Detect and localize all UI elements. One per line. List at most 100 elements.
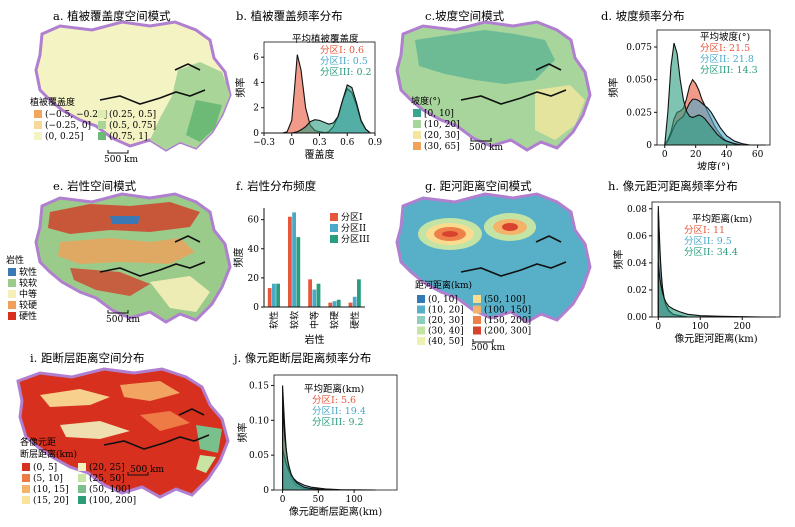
annotation-title: 平均植被覆盖度 — [292, 33, 359, 45]
y-tick-label: 0 — [253, 303, 259, 313]
y-tick-label: 0 — [646, 141, 652, 151]
legend-label: (5, 10] — [33, 473, 63, 484]
x-tick-label: 较硬 — [329, 311, 341, 329]
mean-label: 分区II: 0.5 — [320, 56, 368, 67]
map-a-southeast-region — [186, 100, 222, 142]
chart-title: b. 植被覆盖频率分布 — [236, 9, 343, 23]
bar-3 — [336, 299, 341, 307]
legend-label: 较软 — [19, 277, 37, 289]
legend-label: 软性 — [19, 266, 37, 278]
map-c-legend-title: 坡度(°) — [411, 95, 441, 107]
x-tick-label: 0.6 — [340, 138, 355, 148]
bar-1 — [328, 302, 333, 307]
legend-label: (0.5, 0.75] — [109, 120, 156, 131]
legend-swatch — [330, 235, 338, 243]
bar-3 — [296, 237, 301, 307]
x-axis-label: 覆盖度 — [305, 148, 335, 161]
y-tick-label: 0.02 — [627, 286, 647, 296]
bar-2 — [352, 296, 357, 307]
map-e-scale-bar: 500 km — [106, 310, 140, 325]
map-a-zone-boundary — [99, 63, 206, 105]
legend-label: (20, 30] — [428, 315, 464, 326]
legend-swatch — [78, 485, 86, 493]
chart-title: j. 像元距断层距离频率分布 — [232, 351, 371, 365]
panel-c-title: c.坡度空间模式 — [425, 9, 505, 23]
x-axis-label: 像元距河距离(km) — [674, 332, 757, 345]
legend-swatch — [34, 132, 42, 140]
legend-label: (50, 100] — [484, 294, 525, 305]
x-tick-label: 100 — [692, 322, 709, 332]
legend-label: (15, 20] — [33, 495, 69, 506]
panel-e: e. 岩性空间模式 岩性 软性 较软 中等 较硬 硬性 500 km — [0, 172, 235, 342]
chart-b: b. 植被覆盖频率分布−0.3 0 0.3 0.6 0.90246覆盖度频率平均植被覆盖… — [234, 9, 382, 161]
map-i-legend: (0, 5](5, 10](10, 15](15, 20] (20, 25](25… — [22, 462, 136, 506]
annotation-title: 平均坡度(°) — [700, 31, 750, 43]
chart-title: f. 岩性分布频度 — [236, 179, 317, 193]
panel-g: g. 距河距离空间模式 距河距离(km) (0, 10] (10, 20] (20,… — [395, 172, 605, 353]
density-series-3 — [657, 262, 776, 318]
legend-swatch — [413, 120, 421, 128]
density-series-3 — [664, 42, 766, 146]
y-axis-label: 频度 — [232, 248, 245, 268]
legend-swatch — [78, 496, 86, 504]
bar-1 — [267, 288, 272, 307]
legend-label: 分区I — [341, 212, 363, 223]
map-a-legend-title: 植被覆盖度 — [30, 96, 75, 108]
legend-label: 分区III — [341, 234, 370, 245]
legend-swatch — [8, 279, 16, 287]
legend-label: (0.75, 1] — [109, 131, 148, 142]
bar-2 — [312, 289, 317, 307]
legend-swatch — [98, 121, 106, 129]
map-i-scale-label: 500 km — [130, 465, 164, 475]
bar-3 — [357, 279, 361, 307]
mean-label: 分区III: 0.2 — [320, 67, 372, 78]
y-axis-label: 频率 — [236, 423, 249, 443]
y-tick-label: 0.075 — [626, 43, 652, 53]
y-tick-label: 0.050 — [626, 76, 652, 86]
legend-swatch — [417, 316, 425, 324]
legend-swatch — [78, 463, 86, 471]
y-tick-label: 4 — [253, 78, 259, 88]
legend-swatch — [22, 496, 30, 504]
chart-h: h. 像元距河距离频率分布 0 100 200 0.00 0.02 0.04 0.06 0.08… — [608, 179, 781, 345]
mean-label: 分区II: 19.4 — [312, 406, 366, 417]
legend-label: (30, 40] — [428, 326, 464, 337]
x-tick-label: 软性 — [268, 311, 280, 329]
panel-e-title: e. 岩性空间模式 — [53, 179, 137, 193]
panel-g-title: g. 距河距离空间模式 — [425, 179, 532, 193]
y-axis-label: 频率 — [234, 78, 247, 98]
bar-3 — [316, 283, 321, 307]
legend-swatch — [473, 295, 481, 303]
map-i-zone-boundary — [103, 408, 210, 450]
plot-frame — [651, 201, 781, 318]
x-tick-label: −0.3 — [253, 138, 275, 148]
legend-label: (0.25, 0.5] — [109, 109, 156, 120]
y-tick-label: 6 — [253, 53, 259, 63]
map-c-zone-boundary — [460, 63, 567, 105]
plot-frame — [273, 374, 398, 491]
panel-i: i. 距断层距离空间分布 各像元距 断层距离(km) (0, 5] (5, 10]… — [0, 345, 240, 523]
chart-title: h. 像元距河距离频率分布 — [608, 179, 738, 193]
legend-label: 中等 — [19, 288, 37, 300]
mean-label: 分区I: 0.6 — [320, 45, 364, 56]
chart-j: j. 像元距断层距离频率分布 0 50 100 0 0.05 0.10 0.15 像元距断层距离… — [232, 351, 398, 518]
map-e-scale-label: 500 km — [106, 315, 140, 325]
y-tick-label: 0.00 — [627, 313, 647, 323]
legend-label: (10, 20] — [424, 119, 460, 130]
mean-label: 分区III: 14.3 — [700, 65, 758, 76]
y-tick-label: 60 — [248, 216, 260, 226]
legend-label: (200, 300] — [484, 326, 531, 337]
map-i-legend-title-line2: 断层距离(km) — [20, 448, 77, 460]
density-series-3 — [264, 84, 375, 134]
y-tick-label: 0.025 — [626, 108, 652, 118]
mean-label: 分区I: 5.6 — [312, 395, 356, 406]
map-c-scale-label: 500 km — [469, 143, 503, 153]
legend-label: (100, 150] — [484, 305, 531, 316]
x-tick-label: 0 — [662, 150, 668, 160]
x-tick-label: 中等 — [309, 311, 321, 329]
map-c-steep-region — [535, 85, 585, 140]
map-g-scale-bar: 500 km — [471, 339, 505, 353]
map-g-scale-label: 500 km — [471, 343, 505, 352]
x-tick-label: 0 — [655, 322, 661, 332]
